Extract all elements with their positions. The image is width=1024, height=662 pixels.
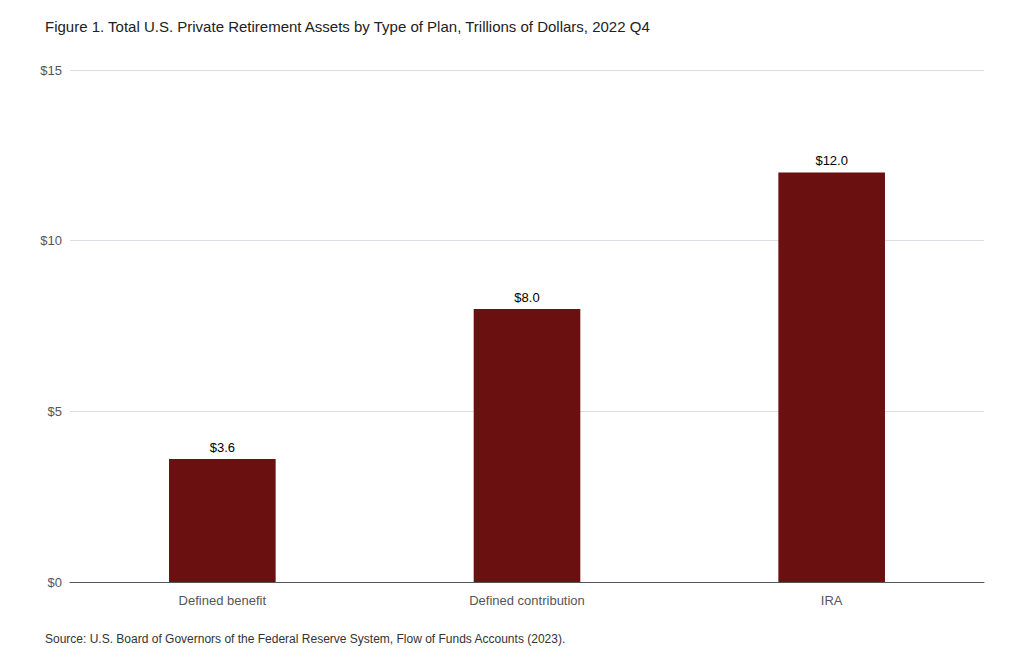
svg-text:$10: $10 <box>40 233 62 248</box>
svg-text:$8.0: $8.0 <box>514 290 539 305</box>
svg-text:$12.0: $12.0 <box>815 153 848 168</box>
svg-text:$0: $0 <box>48 575 62 590</box>
svg-text:Defined contribution: Defined contribution <box>469 593 585 608</box>
svg-text:$5: $5 <box>48 404 62 419</box>
svg-text:$3.6: $3.6 <box>210 440 235 455</box>
svg-text:Source: U.S. Board of Governor: Source: U.S. Board of Governors of the F… <box>45 632 565 646</box>
svg-text:$15: $15 <box>40 63 62 78</box>
svg-text:IRA: IRA <box>821 593 843 608</box>
svg-text:Defined benefit: Defined benefit <box>179 593 267 608</box>
svg-text:Figure 1. Total U.S. Private R: Figure 1. Total U.S. Private Retirement … <box>45 18 650 35</box>
